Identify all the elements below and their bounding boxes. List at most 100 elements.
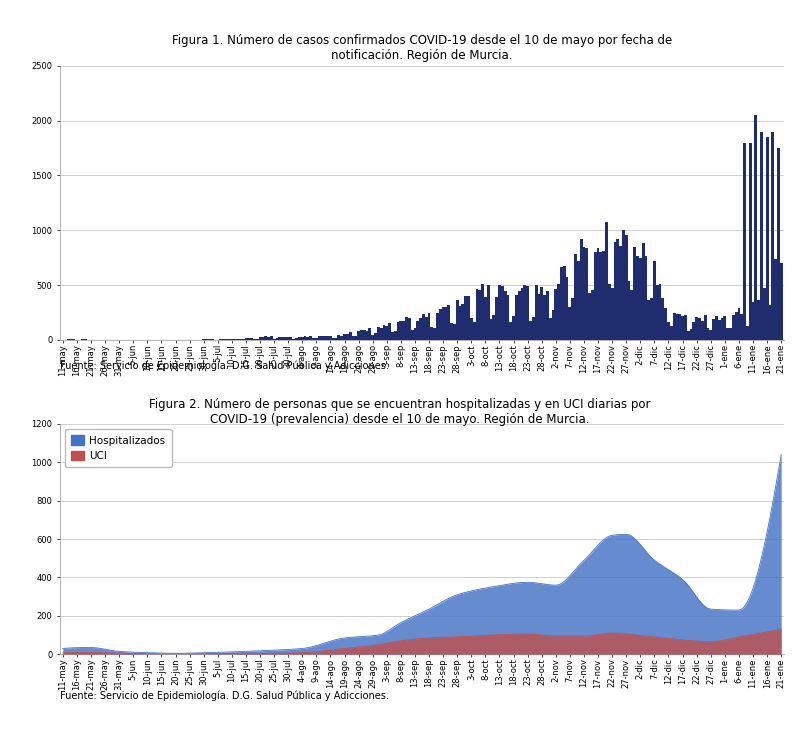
Bar <box>230 339 234 340</box>
Bar <box>369 327 371 340</box>
Bar <box>698 318 701 340</box>
Bar <box>298 336 301 340</box>
Bar <box>566 277 569 340</box>
Bar <box>551 310 554 340</box>
Bar <box>752 302 754 340</box>
Bar <box>758 300 760 340</box>
Bar <box>434 328 436 340</box>
Bar <box>645 256 647 340</box>
Bar <box>549 319 551 340</box>
Bar <box>349 333 351 340</box>
Bar <box>338 335 340 340</box>
Bar <box>286 337 290 340</box>
Bar <box>704 315 706 340</box>
Bar <box>769 305 771 340</box>
Bar <box>374 333 377 340</box>
Bar <box>439 308 442 340</box>
Bar <box>242 338 245 340</box>
Bar <box>377 327 380 340</box>
Bar <box>712 319 715 340</box>
Bar <box>695 317 698 340</box>
Bar <box>586 248 588 340</box>
Bar <box>540 287 543 340</box>
Bar <box>388 322 391 340</box>
Bar <box>493 315 495 340</box>
Bar <box>484 298 486 340</box>
Bar <box>290 337 293 340</box>
Bar <box>394 330 397 340</box>
Bar <box>510 322 512 340</box>
Bar <box>608 284 610 340</box>
Bar <box>658 284 662 340</box>
Bar <box>225 339 228 340</box>
Bar <box>543 295 546 340</box>
Bar <box>253 338 256 340</box>
Bar <box>558 284 560 340</box>
Bar <box>250 338 253 340</box>
Bar <box>371 335 374 340</box>
Bar <box>616 239 619 340</box>
Bar <box>346 334 349 340</box>
Bar <box>582 246 586 340</box>
Bar <box>464 296 467 340</box>
Bar <box>630 289 634 340</box>
Bar <box>754 115 758 340</box>
Bar <box>343 334 346 340</box>
Bar <box>264 336 267 340</box>
Bar <box>323 336 326 340</box>
Bar <box>340 336 343 340</box>
Bar <box>634 247 636 340</box>
Bar <box>453 324 456 340</box>
Bar <box>405 317 408 340</box>
Bar <box>458 306 462 340</box>
Bar <box>740 314 743 340</box>
Bar <box>273 338 275 340</box>
Bar <box>710 330 712 340</box>
Bar <box>538 294 540 340</box>
Bar <box>306 337 310 340</box>
Bar <box>774 260 777 340</box>
Bar <box>625 235 628 340</box>
Bar <box>610 288 614 340</box>
Bar <box>312 338 315 340</box>
Bar <box>315 338 318 340</box>
Bar <box>295 338 298 340</box>
Bar <box>351 336 354 340</box>
Bar <box>673 314 675 340</box>
Bar <box>450 322 453 340</box>
Bar <box>653 261 656 340</box>
Bar <box>726 328 729 340</box>
Bar <box>304 336 306 340</box>
Bar <box>614 242 616 340</box>
Bar <box>422 314 425 340</box>
Bar <box>382 325 386 340</box>
Bar <box>523 284 526 340</box>
Bar <box>771 132 774 340</box>
Bar <box>481 284 484 340</box>
Bar <box>391 332 394 340</box>
Bar <box>456 300 458 340</box>
Bar <box>597 248 599 340</box>
Bar <box>701 321 704 340</box>
Text: Figura 2. Número de personas que se encuentran hospitalizadas y en UCI diarias p: Figura 2. Número de personas que se encu… <box>150 398 650 426</box>
Bar <box>554 289 558 340</box>
Bar <box>721 318 723 340</box>
Bar <box>414 328 416 340</box>
Bar <box>467 295 470 340</box>
Bar <box>650 298 653 340</box>
Bar <box>425 317 428 340</box>
Bar <box>656 285 658 340</box>
Bar <box>718 320 721 340</box>
Bar <box>521 287 523 340</box>
Bar <box>504 291 506 340</box>
Bar <box>386 326 388 340</box>
Bar <box>326 336 329 340</box>
Bar <box>534 285 538 340</box>
Bar <box>619 246 622 340</box>
Bar <box>560 267 563 340</box>
Bar <box>366 330 369 340</box>
Bar <box>729 327 732 340</box>
Bar <box>267 336 270 340</box>
Bar <box>715 317 718 340</box>
Text: Fuente: Servicio de Epidemiología. D.G. Salud Pública y Adicciones.: Fuente: Servicio de Epidemiología. D.G. … <box>60 691 389 701</box>
